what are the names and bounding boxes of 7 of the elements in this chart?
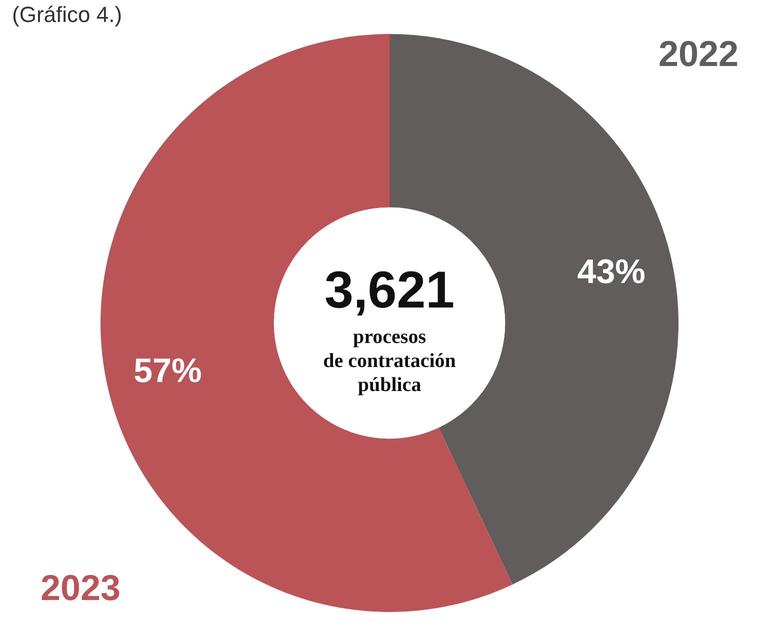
text: (Gráfico 4.) [12,2,122,28]
data-label: 57% [134,352,202,390]
text: 3,621 [324,261,455,320]
data-label: 43% [577,252,646,291]
slice-label: 2022 [658,32,739,74]
text: procesos de contratación pública [323,326,456,396]
slice-label: 2023 [40,566,121,608]
